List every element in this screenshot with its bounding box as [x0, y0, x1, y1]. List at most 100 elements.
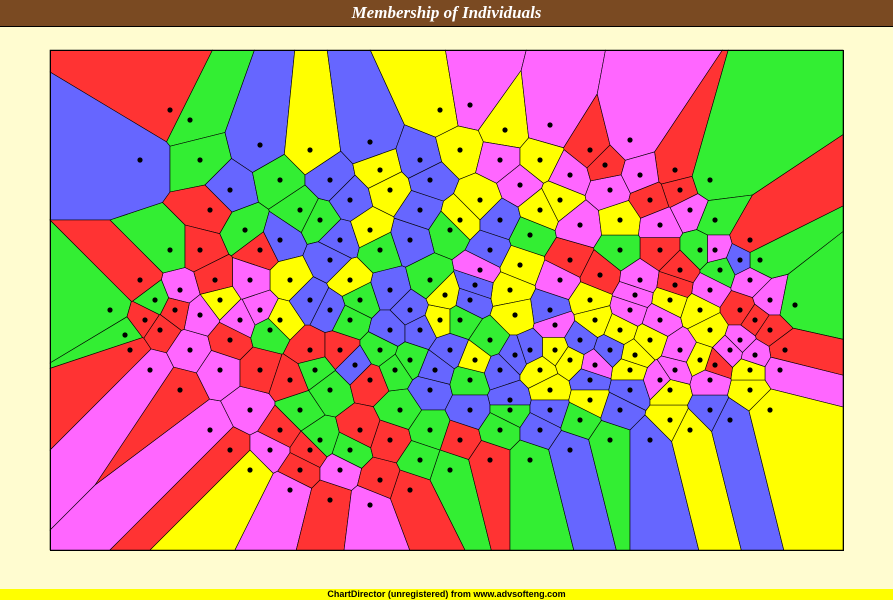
data-point: [287, 377, 293, 383]
data-point: [457, 317, 463, 323]
data-point: [617, 407, 623, 413]
data-point: [447, 347, 453, 353]
data-point: [397, 407, 403, 413]
data-point: [667, 387, 673, 393]
data-point: [497, 157, 503, 163]
data-point: [527, 457, 533, 463]
data-point: [627, 387, 633, 393]
data-point: [547, 387, 553, 393]
voronoi-cell: [356, 231, 403, 274]
data-point: [127, 347, 133, 353]
data-point: [577, 222, 583, 228]
voronoi-cell: [489, 404, 531, 428]
data-point: [512, 312, 518, 318]
data-point: [377, 167, 383, 173]
data-point: [227, 337, 233, 343]
data-point: [767, 407, 773, 413]
data-point: [637, 277, 643, 283]
data-point: [387, 437, 393, 443]
data-point: [577, 417, 583, 423]
data-point: [647, 197, 653, 203]
data-point: [632, 292, 638, 298]
data-point: [297, 407, 303, 413]
data-point: [467, 377, 473, 383]
data-point: [152, 297, 158, 303]
data-point: [657, 247, 663, 253]
voronoi-cell: [352, 148, 403, 189]
data-point: [367, 502, 373, 508]
data-point: [547, 307, 553, 313]
data-point: [107, 307, 113, 313]
data-point: [712, 362, 718, 368]
chart-title: Membership of Individuals: [351, 3, 542, 22]
data-point: [147, 367, 153, 373]
data-point: [417, 207, 423, 213]
data-point: [657, 377, 663, 383]
data-point: [737, 257, 743, 263]
data-point: [547, 122, 553, 128]
data-point: [297, 207, 303, 213]
data-point: [607, 347, 613, 353]
voronoi-cell: [131, 279, 169, 316]
data-point: [657, 222, 663, 228]
data-point: [327, 177, 333, 183]
data-point: [157, 327, 163, 333]
data-point: [477, 197, 483, 203]
data-point: [527, 347, 533, 353]
data-point: [727, 417, 733, 423]
data-point: [387, 327, 393, 333]
data-point: [207, 427, 213, 433]
data-point: [687, 427, 693, 433]
data-point: [187, 117, 193, 123]
data-point: [277, 427, 283, 433]
data-point: [497, 427, 503, 433]
data-point: [247, 467, 253, 473]
data-point: [587, 297, 593, 303]
data-point: [537, 207, 543, 213]
data-point: [627, 367, 633, 373]
data-point: [197, 312, 203, 318]
voronoi-cell: [638, 206, 684, 238]
data-point: [327, 257, 333, 263]
data-point: [507, 397, 513, 403]
data-point: [377, 347, 383, 353]
data-point: [352, 362, 358, 368]
data-point: [392, 367, 398, 373]
data-point: [227, 187, 233, 193]
voronoi-cell: [378, 353, 413, 392]
data-point: [417, 457, 423, 463]
data-point: [167, 107, 173, 113]
data-point: [627, 307, 633, 313]
data-point: [247, 277, 253, 283]
data-point: [467, 407, 473, 413]
data-point: [687, 207, 693, 213]
voronoi-cells: [49, 49, 844, 551]
data-point: [122, 332, 128, 338]
data-point: [347, 447, 353, 453]
data-point: [217, 367, 223, 373]
data-point: [707, 287, 713, 293]
data-point: [647, 337, 653, 343]
data-point: [487, 247, 493, 253]
data-point: [457, 147, 463, 153]
data-point: [357, 427, 363, 433]
voronoi-cell: [475, 141, 521, 184]
data-point: [712, 247, 718, 253]
data-point: [527, 232, 533, 238]
data-point: [347, 197, 353, 203]
data-point: [287, 487, 293, 493]
data-point: [537, 427, 543, 433]
data-point: [497, 217, 503, 223]
data-point: [747, 387, 753, 393]
data-point: [707, 327, 713, 333]
data-point: [467, 297, 473, 303]
data-point: [377, 477, 383, 483]
data-point: [167, 247, 173, 253]
data-point: [472, 357, 478, 363]
data-point: [437, 317, 443, 323]
data-point: [257, 142, 263, 148]
data-point: [367, 139, 373, 145]
data-point: [587, 147, 593, 153]
voronoi-cell: [707, 234, 733, 263]
data-point: [427, 387, 433, 393]
